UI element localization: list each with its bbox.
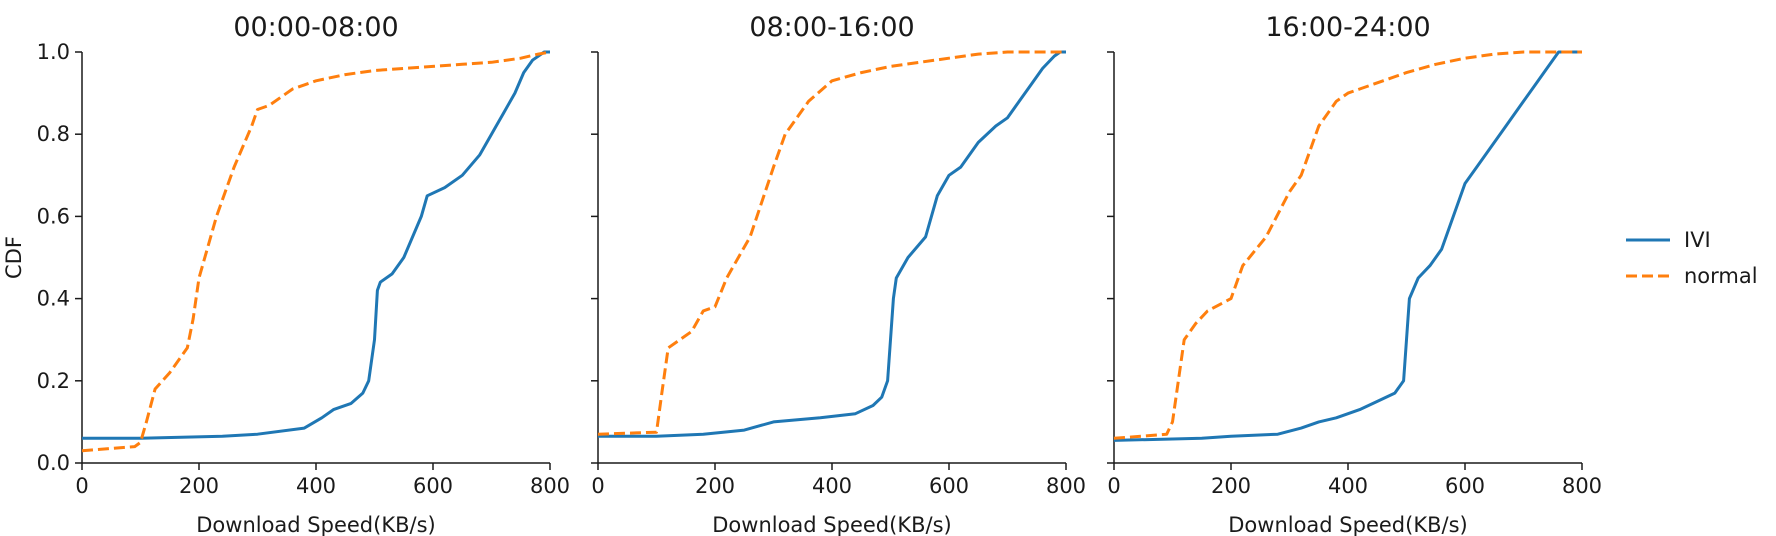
- y-tick-label: 1.0: [37, 40, 70, 64]
- x-tick-label: 200: [1211, 474, 1251, 498]
- x-tick-label: 600: [1445, 474, 1485, 498]
- x-tick-label: 200: [179, 474, 219, 498]
- x-tick-label: 800: [530, 474, 570, 498]
- legend-label-normal: normal: [1684, 264, 1758, 288]
- y-tick-label: 0.6: [37, 204, 70, 228]
- series-line-normal: [1113, 50, 1582, 440]
- x-tick-label: 0: [591, 474, 604, 498]
- series-line-ivi: [598, 50, 1066, 438]
- series-line-ivi: [82, 50, 550, 440]
- x-tick-label: 200: [695, 474, 735, 498]
- chart-title: 08:00-16:00: [749, 12, 914, 43]
- legend-label-ivi: IVI: [1684, 228, 1711, 252]
- y-tick-label: 0.4: [37, 287, 70, 311]
- x-tick-label: 400: [1328, 474, 1368, 498]
- x-tick-label: 0: [1107, 474, 1120, 498]
- y-tick-label: 0.2: [37, 369, 70, 393]
- x-tick-label: 800: [1046, 474, 1086, 498]
- x-axis-label: Download Speed(KB/s): [1228, 513, 1467, 536]
- y-axis-label: CDF: [2, 236, 26, 279]
- series-line-ivi: [1113, 50, 1582, 442]
- x-axis-label: Download Speed(KB/s): [196, 513, 435, 536]
- x-tick-label: 0: [75, 474, 88, 498]
- x-tick-label: 400: [812, 474, 852, 498]
- x-tick-label: 400: [296, 474, 336, 498]
- x-tick-label: 600: [929, 474, 969, 498]
- y-tick-label: 0.0: [37, 451, 70, 475]
- x-axis-label: Download Speed(KB/s): [712, 513, 951, 536]
- chart-title: 00:00-08:00: [233, 12, 398, 43]
- x-tick-label: 800: [1562, 474, 1602, 498]
- x-tick-label: 600: [413, 474, 453, 498]
- chart-panel-2: 08:00-16:00 0 200 400 600 800 Download Speed(K…: [591, 12, 1086, 536]
- legend: IVI normal: [1626, 228, 1758, 288]
- series-line-normal: [597, 50, 1066, 436]
- chart-panel-3: 16:00-24:00 0 200 400 600 800 Download Speed(K…: [1107, 12, 1602, 536]
- y-tick-label: 0.8: [37, 122, 70, 146]
- chart-panel-1: 00:00-08:00 0 200 400 600 800 0.0 0.2 0.4 0.6 0.8 1…: [2, 12, 570, 536]
- series-line-normal: [81, 50, 551, 453]
- chart-title: 16:00-24:00: [1265, 12, 1430, 43]
